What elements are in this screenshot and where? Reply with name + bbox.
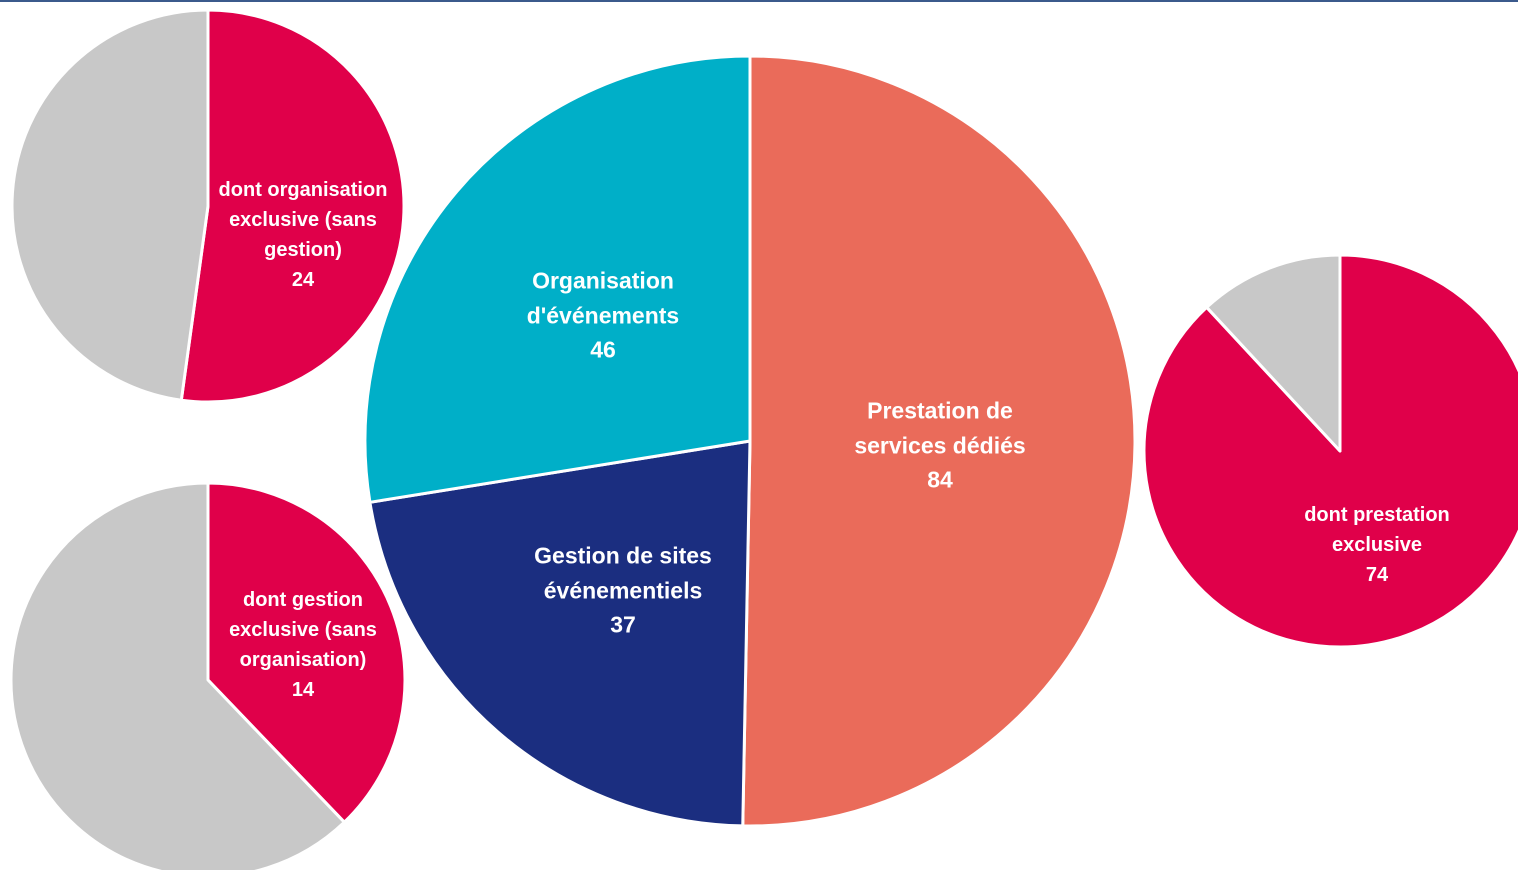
slice-label: Gestion de sites événementiels 37 [508,538,738,642]
pie-slice [363,54,752,504]
pie-slice [368,439,752,828]
pie-slice [1205,253,1342,453]
slice-value: 74 [1365,564,1389,586]
slice-category: Organisation d'événements [526,267,680,328]
slice-value: 14 [291,679,315,701]
slice-label: dont prestation exclusive 74 [1277,500,1477,590]
top-rule [0,0,1518,2]
slice-label: Organisation d'événements 46 [488,263,718,367]
pie-slice [179,8,406,404]
slice-label: Prestation de services dédiés 84 [825,393,1055,497]
pie-slice [206,481,407,824]
pie-slice [1142,253,1518,649]
pie-slice [741,54,1137,828]
slice-value: 24 [291,269,315,291]
pie-slice [9,481,346,870]
slice-category: Prestation de services dédiés [854,397,1026,458]
slice-category: dont gestion exclusive (sans organisatio… [229,589,377,671]
slice-value: 37 [610,611,636,638]
slice-category: dont organisation exclusive (sans gestio… [218,179,388,261]
slice-label: dont gestion exclusive (sans organisatio… [218,585,388,705]
slice-label: dont organisation exclusive (sans gestio… [218,175,388,295]
pie-slice [10,8,210,402]
slice-value: 84 [927,466,953,493]
slice-value: 46 [590,336,616,363]
slice-category: Gestion de sites événementiels [534,542,712,603]
slice-category: dont prestation exclusive [1304,504,1450,556]
